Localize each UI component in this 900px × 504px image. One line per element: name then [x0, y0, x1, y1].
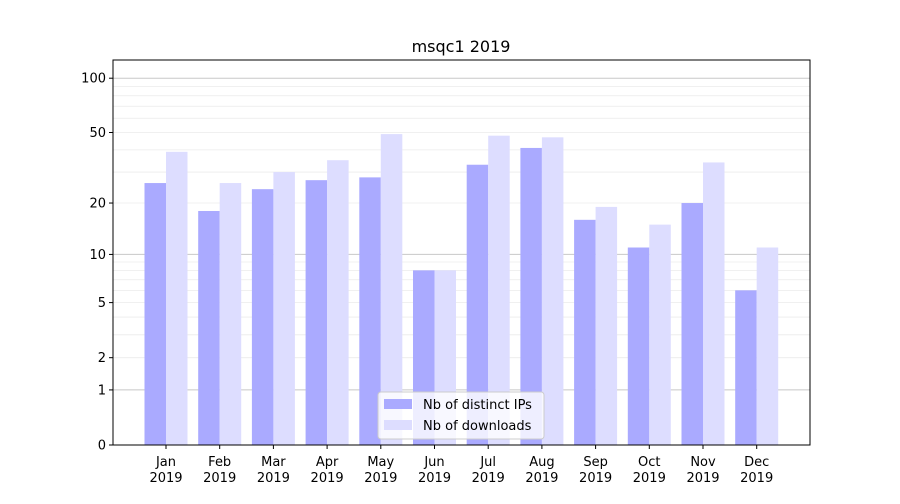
x-tick-label-year: 2019: [418, 471, 451, 486]
bar-distinct-ips: [681, 203, 703, 445]
bar-distinct-ips: [466, 164, 489, 445]
legend-swatch-ips: [384, 399, 412, 409]
legend-frame: [377, 391, 545, 440]
x-tick-label-year: 2019: [257, 471, 290, 486]
x-tick-label-month: Feb: [208, 455, 231, 470]
bar-downloads: [166, 151, 188, 445]
x-tick-label-year: 2019: [203, 471, 236, 486]
axes: 0125102050100Jan2019Feb2019Mar2019Apr201…: [81, 59, 811, 486]
bars: [144, 134, 779, 446]
bar-downloads: [327, 160, 349, 446]
y-tick-label: 1: [98, 383, 106, 398]
bar-distinct-ips: [359, 177, 381, 445]
x-tick-label-month: Jan: [155, 455, 176, 470]
y-tick-label: 20: [89, 197, 106, 212]
x-tick-label-month: Aug: [529, 455, 554, 470]
bar-distinct-ips: [198, 210, 220, 445]
bar-downloads: [756, 247, 779, 445]
bar-downloads: [649, 224, 671, 445]
x-tick-label-year: 2019: [525, 471, 558, 486]
bar-downloads: [273, 172, 295, 445]
y-tick-label: 0: [98, 439, 106, 454]
x-tick-label-year: 2019: [472, 471, 505, 486]
x-tick-label-month: Oct: [638, 455, 660, 470]
x-tick-label-month: Apr: [316, 455, 339, 470]
bar-downloads: [595, 206, 618, 445]
x-tick-label-month: Mar: [261, 455, 286, 470]
bar-distinct-ips: [251, 189, 274, 445]
x-tick-label-year: 2019: [311, 471, 344, 486]
bar-distinct-ips: [627, 247, 650, 445]
y-tick-label: 2: [98, 351, 106, 366]
legend-label-downloads: Nb of downloads: [423, 419, 532, 434]
bar-downloads: [219, 183, 242, 445]
bar-distinct-ips: [574, 219, 596, 445]
x-tick-label-month: Dec: [744, 455, 769, 470]
y-tick-label: 10: [89, 248, 106, 263]
plot-frame: [112, 59, 811, 446]
x-tick-label-month: Nov: [690, 455, 716, 470]
x-tick-label-month: May: [367, 455, 394, 470]
bar-downloads: [703, 162, 725, 445]
bar-distinct-ips: [305, 180, 328, 445]
bar-distinct-ips: [144, 183, 166, 445]
y-tick-label: 50: [89, 126, 106, 141]
x-tick-label-month: Jul: [479, 455, 496, 470]
x-tick-label-year: 2019: [364, 471, 397, 486]
chart-title: msqc1 2019: [412, 37, 511, 56]
bar-downloads: [380, 134, 403, 445]
x-tick-label-month: Sep: [583, 455, 608, 470]
x-tick-label-year: 2019: [579, 471, 612, 486]
y-tick-label: 100: [81, 72, 106, 87]
x-tick-label-year: 2019: [686, 471, 719, 486]
legend-label-ips: Nb of distinct IPs: [423, 398, 532, 413]
x-tick-label-year: 2019: [149, 471, 182, 486]
legend: Nb of distinct IPs Nb of downloads: [377, 391, 545, 440]
y-tick-label: 5: [98, 296, 106, 311]
bar-distinct-ips: [735, 290, 757, 445]
bar-distinct-ips: [520, 147, 542, 445]
legend-swatch-downloads: [384, 420, 412, 430]
x-tick-label-year: 2019: [740, 471, 773, 486]
bar-downloads: [488, 135, 510, 445]
x-tick-label-month: Jun: [423, 455, 444, 470]
x-tick-label-year: 2019: [633, 471, 666, 486]
bar-downloads: [541, 137, 564, 446]
